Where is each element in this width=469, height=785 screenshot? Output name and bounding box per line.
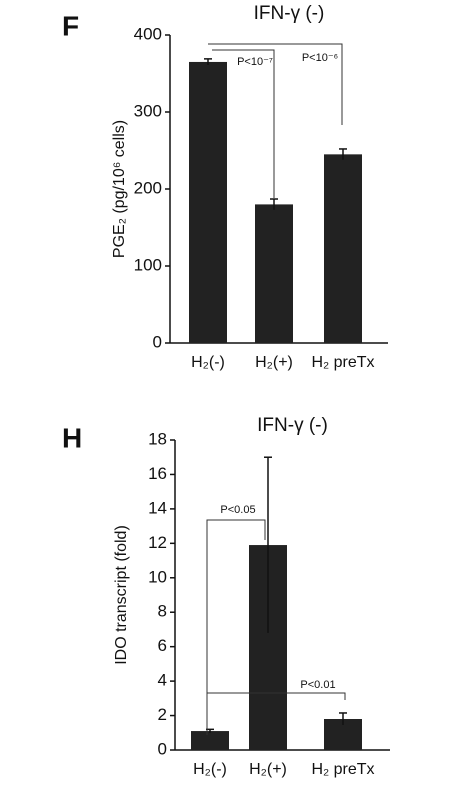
significance-bracket <box>208 43 343 125</box>
y-axis-label: IDO transcript (fold) <box>113 525 130 665</box>
x-tick-label: H₂ preTx <box>311 761 374 778</box>
y-tick-label: 0 <box>158 739 167 758</box>
y-tick-label: 16 <box>148 464 167 483</box>
y-tick-label: 18 <box>148 429 167 448</box>
x-tick-label: H₂(+) <box>249 761 287 778</box>
bar <box>189 61 227 343</box>
p-value-annotation: P<0.01 <box>300 679 335 691</box>
bar <box>255 204 293 343</box>
bar <box>324 154 362 343</box>
x-tick-label: H₂ preTx <box>311 354 374 371</box>
panel-label: F <box>62 10 79 41</box>
y-tick-label: 8 <box>158 602 167 621</box>
panel-label: H <box>62 422 82 453</box>
y-tick-label: 12 <box>148 533 167 552</box>
significance-bracket <box>206 692 346 700</box>
p-value-annotation: P<10⁻⁶ <box>302 52 338 64</box>
y-tick-label: 200 <box>134 178 162 197</box>
chart-title: IFN-γ (-) <box>257 415 328 436</box>
y-tick-label: 4 <box>158 671 167 690</box>
y-tick-label: 0 <box>153 332 162 351</box>
significance-bracket <box>206 519 266 735</box>
significance-bracket <box>212 49 275 198</box>
chart-title: IFN-γ (-) <box>254 3 325 24</box>
x-tick-label: H₂(+) <box>255 354 293 371</box>
x-tick-label: H₂(-) <box>191 354 225 371</box>
y-tick-label: 6 <box>158 636 167 655</box>
p-value-annotation: P<10⁻⁷ <box>237 56 273 68</box>
y-tick-label: 400 <box>134 24 162 43</box>
y-tick-label: 100 <box>134 255 162 274</box>
p-value-annotation: P<0.05 <box>220 504 255 516</box>
y-tick-label: 14 <box>148 498 167 517</box>
y-axis-label: PGE₂ (pg/10⁶ cells) <box>111 120 128 258</box>
x-tick-label: H₂(-) <box>193 761 227 778</box>
y-tick-label: 2 <box>158 705 167 724</box>
y-tick-label: 10 <box>148 567 167 586</box>
y-tick-label: 300 <box>134 101 162 120</box>
bar <box>191 731 229 750</box>
